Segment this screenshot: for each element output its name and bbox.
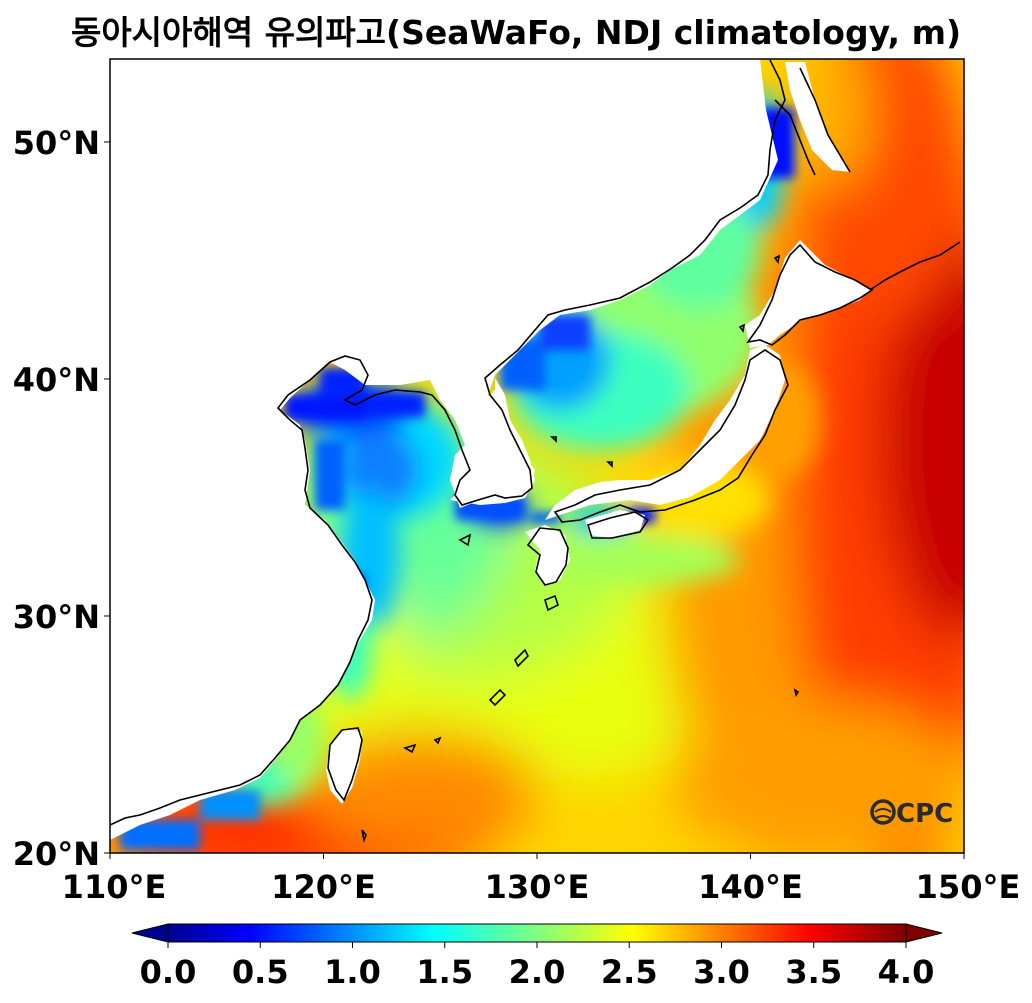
wave-height-field [110, 59, 964, 853]
colorbar-tick-label: 3.0 [693, 953, 750, 991]
colorbar-tick-label: 4.0 [878, 953, 935, 991]
x-tick-label: 140°E [698, 868, 803, 906]
colorbar-tick-label: 1.5 [416, 953, 473, 991]
colorbar-tick-label: 1.0 [324, 953, 381, 991]
colorbar-high-extend [905, 923, 943, 943]
colorbar: 0.0 0.5 1.0 1.5 2.0 2.5 3.0 3.5 4.0 [131, 923, 943, 991]
colorbar-tick-label: 3.5 [785, 953, 842, 991]
land-mask [110, 59, 870, 840]
map-title: 동아시아해역 유의파고(SeaWaFo, NDJ climatology, m) [70, 13, 962, 52]
coastlines [110, 59, 961, 843]
y-tick-label: 20°N [13, 835, 100, 873]
x-tick-label: 150°E [916, 868, 1021, 906]
colorbar-bar [167, 923, 907, 943]
colorbar-tick-label: 2.0 [509, 953, 566, 991]
logo-text: CPC [896, 799, 953, 829]
x-tick-label: 120°E [271, 868, 376, 906]
logo-wave-icon [874, 808, 892, 819]
x-tick-label: 110°E [62, 868, 167, 906]
colorbar-tick-label: 2.5 [601, 953, 658, 991]
ocpc-logo: CPC [870, 799, 953, 829]
colorbar-tick-label: 0.5 [232, 953, 289, 991]
x-tick-label: 130°E [485, 868, 590, 906]
colorbar-tick-label: 0.0 [140, 953, 197, 991]
y-tick-label: 30°N [13, 598, 100, 636]
y-tick-label: 40°N [13, 361, 100, 399]
x-axis: 110°E 120°E 130°E 140°E 150°E [62, 853, 1021, 906]
y-axis: 20°N 30°N 40°N 50°N [13, 124, 110, 873]
logo-icon [870, 799, 896, 825]
colorbar-low-extend [131, 923, 169, 943]
y-tick-label: 50°N [13, 124, 100, 162]
